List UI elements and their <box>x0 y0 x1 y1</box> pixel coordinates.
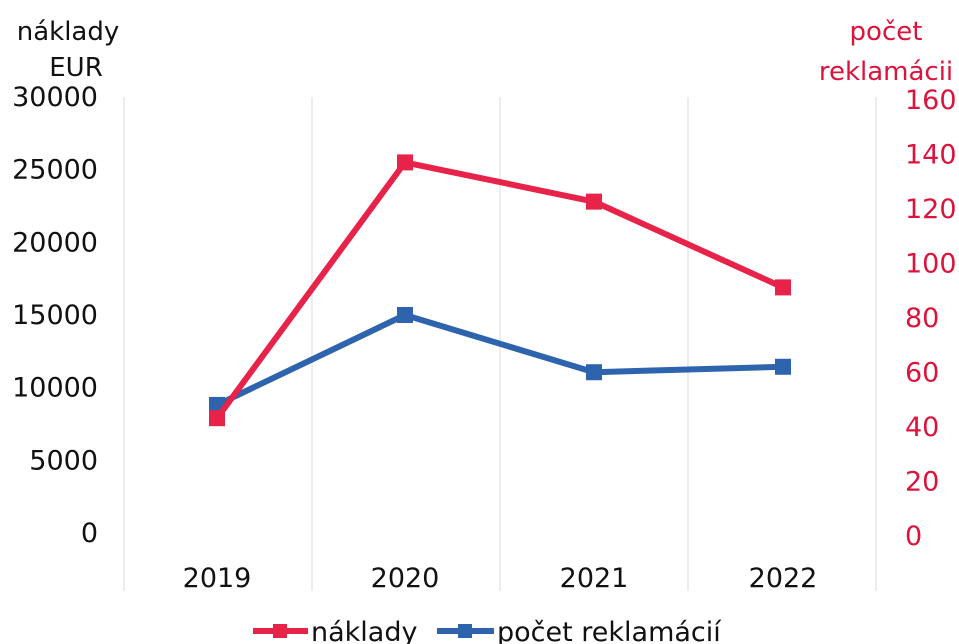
left-tick-label: 20000 <box>12 227 98 258</box>
right-tick-label: 100 <box>905 249 957 280</box>
right-axis-ticks: 0 20 40 60 80 100 120 140 160 <box>905 85 957 552</box>
data-point-naklady <box>775 279 791 296</box>
series-line-naklady <box>214 159 785 420</box>
right-axis-title-line-2: reklamácii <box>819 57 953 87</box>
legend-swatch-marker-pocet-reklamacii <box>458 624 472 638</box>
right-tick-label: 40 <box>905 412 939 443</box>
left-tick-label: 15000 <box>12 300 98 331</box>
data-point-naklady <box>586 193 602 210</box>
legend-item-naklady: náklady <box>253 617 417 644</box>
left-tick-label: 30000 <box>12 82 98 113</box>
legend-swatch-marker-naklady <box>273 624 287 638</box>
x-tick-label: 2020 <box>371 563 440 594</box>
data-point-pocet-reklamacii <box>586 364 602 381</box>
right-tick-label: 80 <box>905 303 939 334</box>
x-tick-label: 2019 <box>183 563 252 594</box>
right-tick-label: 140 <box>905 140 957 171</box>
right-tick-label: 160 <box>905 85 957 116</box>
right-tick-label: 0 <box>905 521 922 552</box>
left-tick-label: 10000 <box>12 373 98 404</box>
series-lines <box>209 154 791 427</box>
legend: náklady počet reklamácií <box>253 617 722 644</box>
left-axis-title-line-1: náklady <box>17 17 120 47</box>
left-tick-label: 25000 <box>12 155 98 186</box>
legend-label-pocet-reklamacii: počet reklamácií <box>497 617 722 644</box>
x-tick-label: 2021 <box>560 563 629 594</box>
right-tick-label: 20 <box>905 467 939 498</box>
right-tick-label: 60 <box>905 358 939 389</box>
data-point-naklady <box>397 154 413 171</box>
data-point-naklady <box>209 410 225 427</box>
series-line-pocet-reklamacii <box>215 312 784 408</box>
x-tick-label: 2022 <box>749 563 818 594</box>
left-tick-label: 0 <box>81 518 98 549</box>
data-point-pocet-reklamacii <box>397 307 413 323</box>
x-axis-ticks: 2019 2020 2021 2022 <box>183 563 818 594</box>
legend-label-naklady: náklady <box>311 617 417 644</box>
legend-item-pocet-reklamacii: počet reklamácií <box>437 617 722 644</box>
right-tick-label: 120 <box>905 194 957 225</box>
left-tick-label: 5000 <box>29 445 98 476</box>
data-point-pocet-reklamacii <box>775 358 791 375</box>
right-axis-title-line-1: počet <box>850 17 923 47</box>
left-axis-ticks: 0 5000 10000 15000 20000 25000 30000 <box>12 82 98 549</box>
left-axis-title-line-2: EUR <box>49 53 103 83</box>
